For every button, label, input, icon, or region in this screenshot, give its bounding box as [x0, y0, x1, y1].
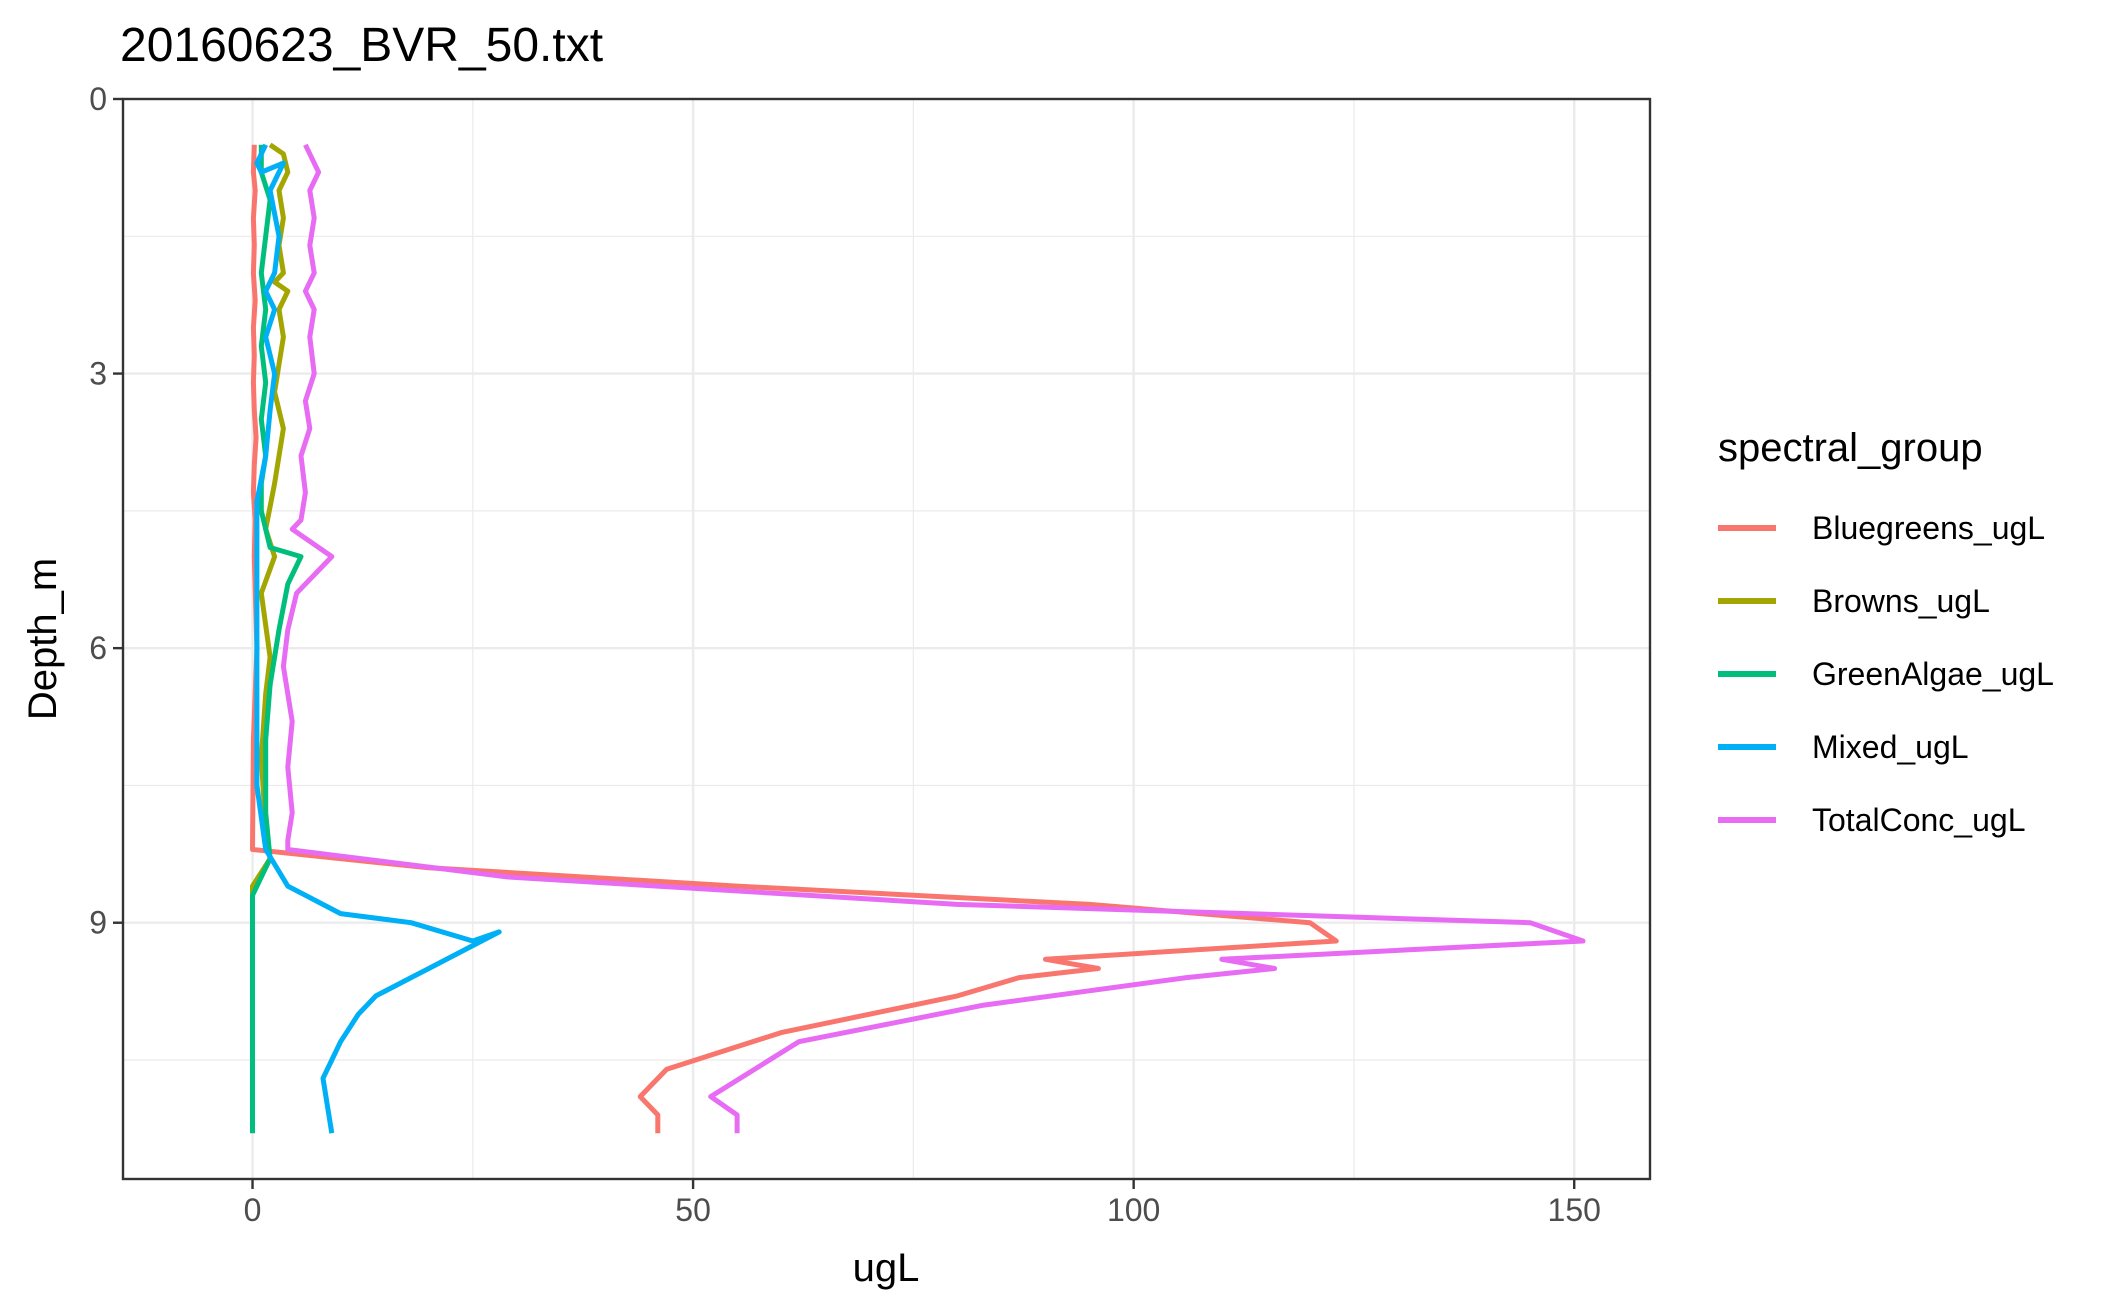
x-tick-label: 50 — [675, 1192, 711, 1228]
y-tick-label: 0 — [89, 81, 107, 117]
legend-label: Bluegreens_ugL — [1812, 510, 2045, 546]
grid-lines — [123, 97, 1650, 1179]
series-line-GreenAlgae_ugL — [250, 144, 304, 1134]
x-tick-label: 100 — [1107, 1192, 1160, 1228]
legend-label: TotalConc_ugL — [1812, 802, 2025, 838]
legend: spectral_group Bluegreens_ugL Browns_ugL G… — [1718, 426, 2054, 838]
x-axis-title: ugL — [853, 1246, 920, 1290]
legend-label: GreenAlgae_ugL — [1812, 656, 2054, 692]
x-axis: 0 50 100 150 — [244, 1179, 1601, 1228]
y-tick-label: 3 — [89, 356, 107, 392]
chart-title: 20160623_BVR_50.txt — [120, 19, 603, 72]
y-tick-label: 9 — [89, 905, 107, 941]
y-tick-label: 6 — [89, 630, 107, 666]
legend-title: spectral_group — [1718, 426, 1983, 470]
series-line-Mixed_ugL — [254, 143, 502, 1134]
series-line-Bluegreens_ugL — [250, 144, 1339, 1134]
series-line-TotalConc_ugL — [280, 143, 1586, 1134]
legend-label: Browns_ugL — [1812, 583, 1990, 619]
x-tick-label: 150 — [1548, 1192, 1601, 1228]
y-axis: 0 3 6 9 — [89, 81, 123, 941]
x-tick-label: 0 — [244, 1192, 262, 1228]
y-axis-title: Depth_m — [21, 558, 65, 720]
legend-label: Mixed_ugL — [1812, 729, 1969, 765]
panel-border — [121, 97, 1652, 1181]
series-lines — [250, 142, 1586, 1134]
